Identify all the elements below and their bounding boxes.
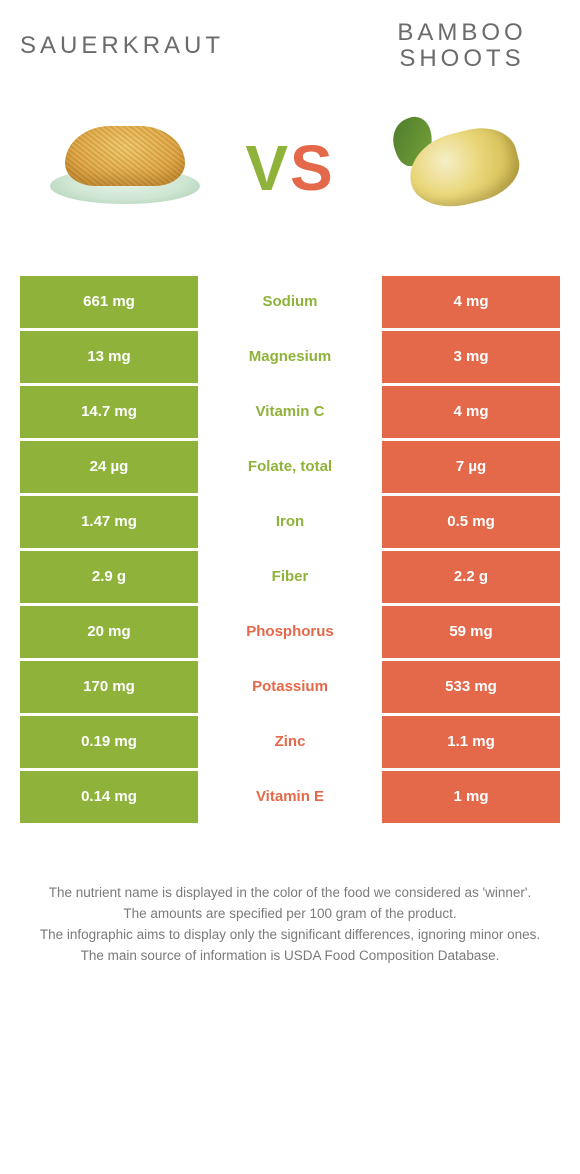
cell-nutrient-name: Sodium bbox=[198, 276, 382, 328]
cell-nutrient-name: Vitamin E bbox=[198, 771, 382, 823]
table-row: 2.9 gFiber2.2 g bbox=[20, 548, 560, 603]
footnotes: The nutrient name is displayed in the co… bbox=[20, 883, 560, 967]
footnote-line: The amounts are specified per 100 gram o… bbox=[20, 904, 560, 925]
footnote-line: The infographic aims to display only the… bbox=[20, 925, 560, 946]
table-row: 661 mgSodium4 mg bbox=[20, 273, 560, 328]
cell-right-value: 59 mg bbox=[382, 606, 560, 658]
title-left: SAUERKRAUT bbox=[20, 31, 224, 61]
cell-left-value: 24 µg bbox=[20, 441, 198, 493]
cell-right-value: 7 µg bbox=[382, 441, 560, 493]
cell-right-value: 4 mg bbox=[382, 276, 560, 328]
cell-nutrient-name: Iron bbox=[198, 496, 382, 548]
food-image-right bbox=[350, 103, 560, 233]
title-right: BAMBOO SHOOTS bbox=[364, 20, 560, 73]
table-row: 0.19 mgZinc1.1 mg bbox=[20, 713, 560, 768]
food-image-left bbox=[20, 103, 230, 233]
cell-right-value: 2.2 g bbox=[382, 551, 560, 603]
image-row: VS bbox=[20, 103, 560, 233]
cell-left-value: 170 mg bbox=[20, 661, 198, 713]
cell-nutrient-name: Phosphorus bbox=[198, 606, 382, 658]
vs-label: VS bbox=[230, 136, 350, 200]
title-row: SAUERKRAUT BAMBOO SHOOTS bbox=[20, 20, 560, 73]
footnote-line: The nutrient name is displayed in the co… bbox=[20, 883, 560, 904]
table-row: 20 mgPhosphorus59 mg bbox=[20, 603, 560, 658]
cell-nutrient-name: Vitamin C bbox=[198, 386, 382, 438]
sauerkraut-illustration bbox=[50, 125, 200, 210]
cell-nutrient-name: Fiber bbox=[198, 551, 382, 603]
bamboo-shoot-illustration bbox=[385, 118, 525, 218]
nutrient-table: 661 mgSodium4 mg13 mgMagnesium3 mg14.7 m… bbox=[20, 273, 560, 823]
cell-right-value: 3 mg bbox=[382, 331, 560, 383]
cell-left-value: 0.19 mg bbox=[20, 716, 198, 768]
cell-nutrient-name: Potassium bbox=[198, 661, 382, 713]
cell-left-value: 14.7 mg bbox=[20, 386, 198, 438]
cell-left-value: 2.9 g bbox=[20, 551, 198, 603]
cell-left-value: 13 mg bbox=[20, 331, 198, 383]
cell-right-value: 0.5 mg bbox=[382, 496, 560, 548]
cell-left-value: 661 mg bbox=[20, 276, 198, 328]
table-row: 14.7 mgVitamin C4 mg bbox=[20, 383, 560, 438]
table-row: 1.47 mgIron0.5 mg bbox=[20, 493, 560, 548]
vs-letter-s: S bbox=[290, 132, 335, 204]
table-row: 24 µgFolate, total7 µg bbox=[20, 438, 560, 493]
cell-right-value: 4 mg bbox=[382, 386, 560, 438]
table-row: 13 mgMagnesium3 mg bbox=[20, 328, 560, 383]
infographic-root: SAUERKRAUT BAMBOO SHOOTS VS 661 mgSodium… bbox=[0, 0, 580, 996]
cell-nutrient-name: Folate, total bbox=[198, 441, 382, 493]
cell-right-value: 533 mg bbox=[382, 661, 560, 713]
table-row: 170 mgPotassium533 mg bbox=[20, 658, 560, 713]
table-row: 0.14 mgVitamin E1 mg bbox=[20, 768, 560, 823]
cell-right-value: 1 mg bbox=[382, 771, 560, 823]
cell-right-value: 1.1 mg bbox=[382, 716, 560, 768]
vs-letter-v: V bbox=[245, 132, 290, 204]
cell-nutrient-name: Magnesium bbox=[198, 331, 382, 383]
cell-left-value: 0.14 mg bbox=[20, 771, 198, 823]
cell-left-value: 1.47 mg bbox=[20, 496, 198, 548]
cell-nutrient-name: Zinc bbox=[198, 716, 382, 768]
cell-left-value: 20 mg bbox=[20, 606, 198, 658]
footnote-line: The main source of information is USDA F… bbox=[20, 946, 560, 967]
